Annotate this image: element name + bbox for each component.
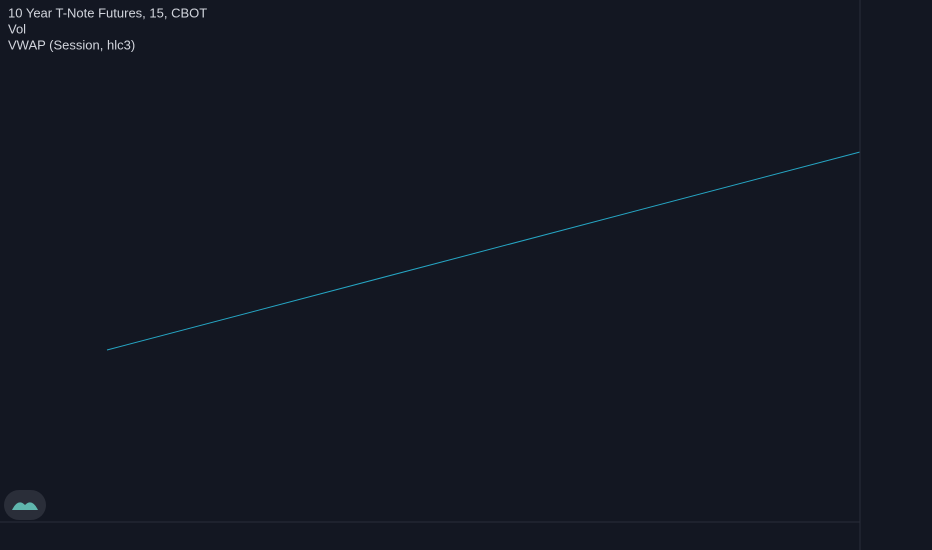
legend-volume: Vol bbox=[8, 21, 26, 36]
trend-line bbox=[106, 151, 861, 351]
logo-icon bbox=[12, 502, 38, 510]
logo bbox=[4, 490, 46, 520]
legend-vwap: VWAP (Session, hlc3) bbox=[8, 37, 135, 52]
legend-symbol: 10 Year T-Note Futures, 15, CBOT bbox=[8, 5, 207, 20]
